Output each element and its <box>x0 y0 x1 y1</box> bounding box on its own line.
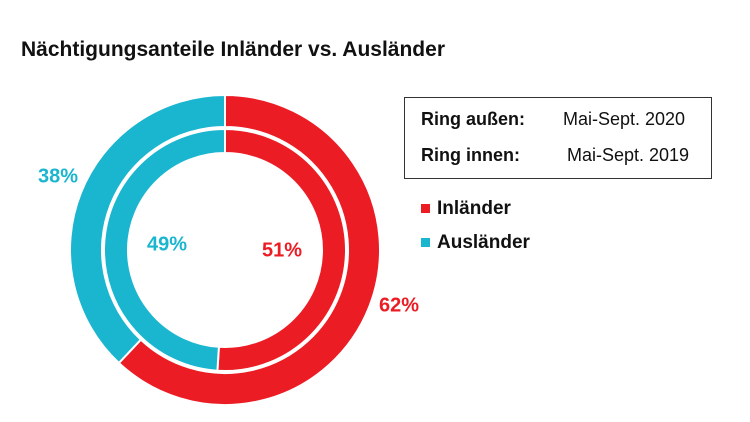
outer-ring-label: Ring außen: <box>421 109 525 129</box>
legend-label-inlaender: Inländer <box>437 198 511 219</box>
outer-ring-slice-inlaender <box>117 93 381 406</box>
inner-ring-label-inlaender: 51% <box>261 239 303 262</box>
outer-ring-period: Mai-Sept. 2020 <box>563 109 686 129</box>
outer-ring-slice-auslaender <box>69 93 226 365</box>
inner-ring-slice-auslaender <box>103 127 226 372</box>
outer-ring-label-auslaender: 38% <box>37 165 79 188</box>
outer-ring-label-inlaender: 62% <box>378 294 420 317</box>
legend-label-auslaender: Ausländer <box>437 232 530 253</box>
inner-ring-label-auslaender: 49% <box>146 233 188 256</box>
inner-ring-label: Ring innen: <box>421 145 520 165</box>
inner-ring-slice-inlaender <box>216 127 348 372</box>
inner-ring-legend-row: Ring innen: Mai-Sept. 2019 <box>421 145 689 166</box>
outer-ring-legend-row: Ring außen: Mai-Sept. 2020 <box>421 109 685 130</box>
legend-swatch-auslaender <box>421 238 430 247</box>
chart-title: Nächtigungsanteile Inländer vs. Auslände… <box>21 38 445 61</box>
ring-legend-box: Ring außen: Mai-Sept. 2020 Ring innen: M… <box>404 97 712 179</box>
inner-ring-period: Mai-Sept. 2019 <box>567 145 690 165</box>
legend-swatch-inlaender <box>421 204 430 213</box>
